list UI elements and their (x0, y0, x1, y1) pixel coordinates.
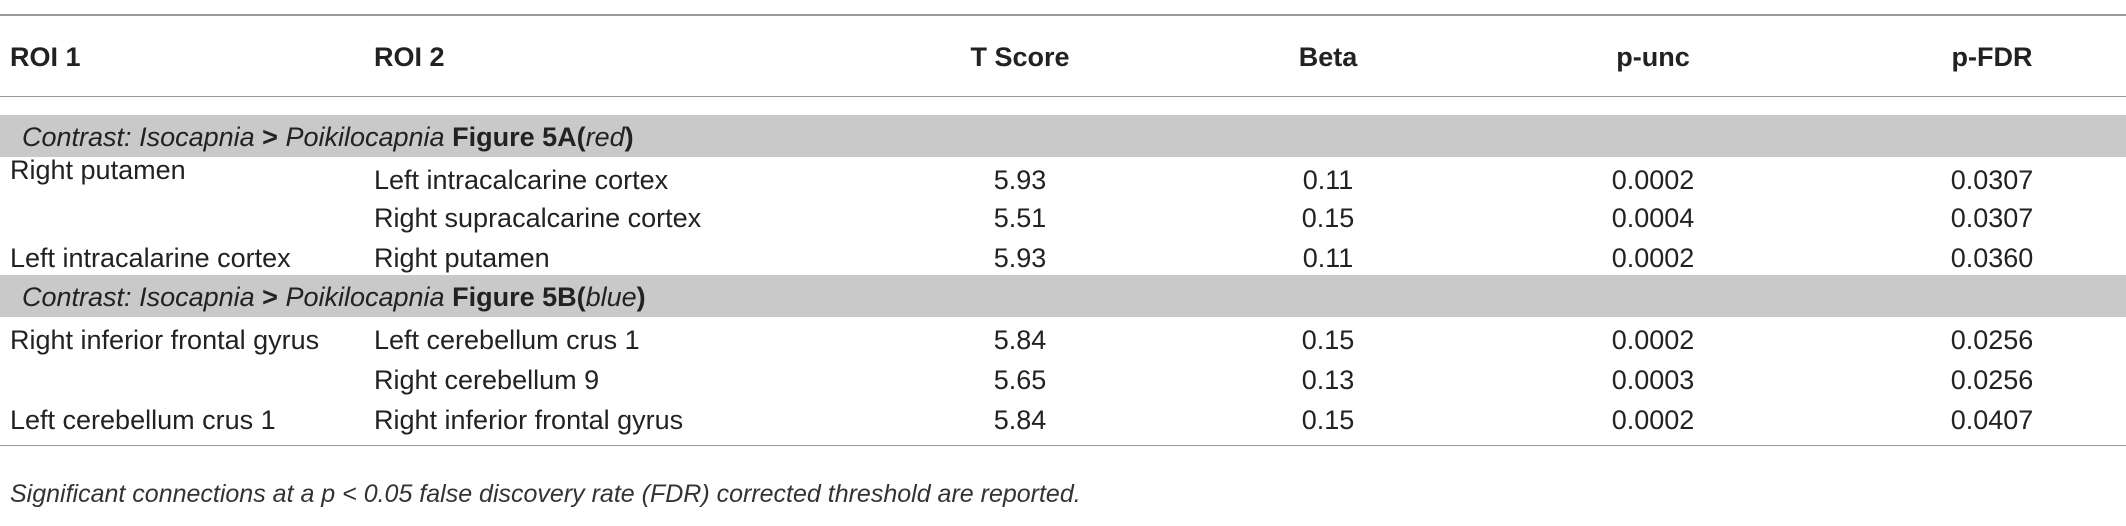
contrast-b: Poikilocapnia (285, 282, 445, 312)
table-row: Left intracalarine cortex Right putamen … (0, 235, 2126, 275)
contrast-label: Contrast: (22, 122, 132, 152)
table-row: Right inferior frontal gyrus Left cerebe… (0, 317, 2126, 357)
header-p-unc: p-unc (1616, 42, 1690, 72)
section-header-5a: Contrast: Isocapnia > Poikilocapnia Figu… (0, 115, 2126, 157)
header-p-fdr: p-FDR (1951, 42, 2033, 72)
cell-roi2: Right putamen (374, 243, 550, 273)
contrast-b: Poikilocapnia (285, 122, 445, 152)
cell-beta: 0.11 (1302, 243, 1354, 273)
cell-roi1: Right inferior frontal gyrus (10, 325, 320, 355)
cell-pfdr: 0.0307 (1950, 165, 2034, 195)
header-roi1: ROI 1 (10, 42, 81, 72)
header-beta: Beta (1298, 42, 1358, 72)
contrast-gt: > (262, 122, 278, 152)
cell-roi1: Right putamen (10, 155, 186, 185)
cell-roi2: Left intracalcarine cortex (374, 165, 669, 195)
figure-ref: Figure 5B (452, 282, 577, 312)
cell-t: 5.65 (993, 365, 1047, 395)
results-table: ROI 1 ROI 2 T Score Beta p-unc p-FDR Con… (0, 14, 2126, 446)
header-roi2: ROI 2 (374, 42, 445, 72)
cell-beta: 0.15 (1301, 325, 1355, 355)
bottom-rule (0, 445, 2126, 446)
table-header: ROI 1 ROI 2 T Score Beta p-unc p-FDR (0, 16, 2126, 96)
cell-t: 5.84 (993, 325, 1047, 355)
header-rule (0, 96, 2126, 97)
cell-beta: 0.13 (1301, 365, 1355, 395)
cell-roi2: Right supracalcarine cortex (374, 203, 702, 233)
table-row: Left cerebellum crus 1 Right inferior fr… (0, 397, 2126, 437)
table-row: Right supracalcarine cortex 5.51 0.15 0.… (0, 195, 2126, 235)
cell-pfdr: 0.0256 (1950, 365, 2034, 395)
cell-pfdr: 0.0307 (1950, 203, 2034, 233)
contrast-a: Isocapnia (139, 122, 255, 152)
cell-roi1: Left cerebellum crus 1 (10, 405, 276, 435)
cell-beta: 0.15 (1301, 405, 1355, 435)
cell-beta: 0.15 (1301, 203, 1355, 233)
cell-t: 5.51 (993, 203, 1047, 233)
contrast-gt: > (262, 282, 278, 312)
cell-punc: 0.0004 (1611, 203, 1695, 233)
top-rule (0, 14, 2126, 16)
cell-punc: 0.0002 (1611, 325, 1695, 355)
table-row: Right cerebellum 9 5.65 0.13 0.0003 0.02… (0, 357, 2126, 397)
cell-pfdr: 0.0407 (1950, 405, 2034, 435)
header-t-score: T Score (970, 42, 1070, 72)
cell-punc: 0.0002 (1611, 165, 1695, 195)
contrast-label: Contrast: (22, 282, 132, 312)
cell-roi2: Right inferior frontal gyrus (374, 405, 684, 435)
cell-punc: 0.0003 (1611, 365, 1695, 395)
table-row: Right putamen Left intracalcarine cortex… (0, 155, 2126, 195)
cell-t: 5.93 (993, 243, 1047, 273)
cell-t: 5.84 (993, 405, 1047, 435)
cell-roi2: Left cerebellum crus 1 (374, 325, 640, 355)
table-footnote: Significant connections at a p < 0.05 fa… (10, 480, 1081, 508)
cell-pfdr: 0.0360 (1950, 243, 2034, 273)
cell-punc: 0.0002 (1611, 243, 1695, 273)
cell-punc: 0.0002 (1611, 405, 1695, 435)
contrast-a: Isocapnia (139, 282, 255, 312)
cell-roi2: Right cerebellum 9 (374, 365, 600, 395)
cell-roi1: Left intracalarine cortex (10, 243, 291, 273)
figure-ref: Figure 5A (452, 122, 577, 152)
color-word: blue (585, 282, 637, 312)
color-word: red (585, 122, 625, 152)
cell-beta: 0.11 (1302, 165, 1354, 195)
section-header-5b: Contrast: Isocapnia > Poikilocapnia Figu… (0, 275, 2126, 317)
cell-pfdr: 0.0256 (1950, 325, 2034, 355)
cell-t: 5.93 (993, 165, 1047, 195)
